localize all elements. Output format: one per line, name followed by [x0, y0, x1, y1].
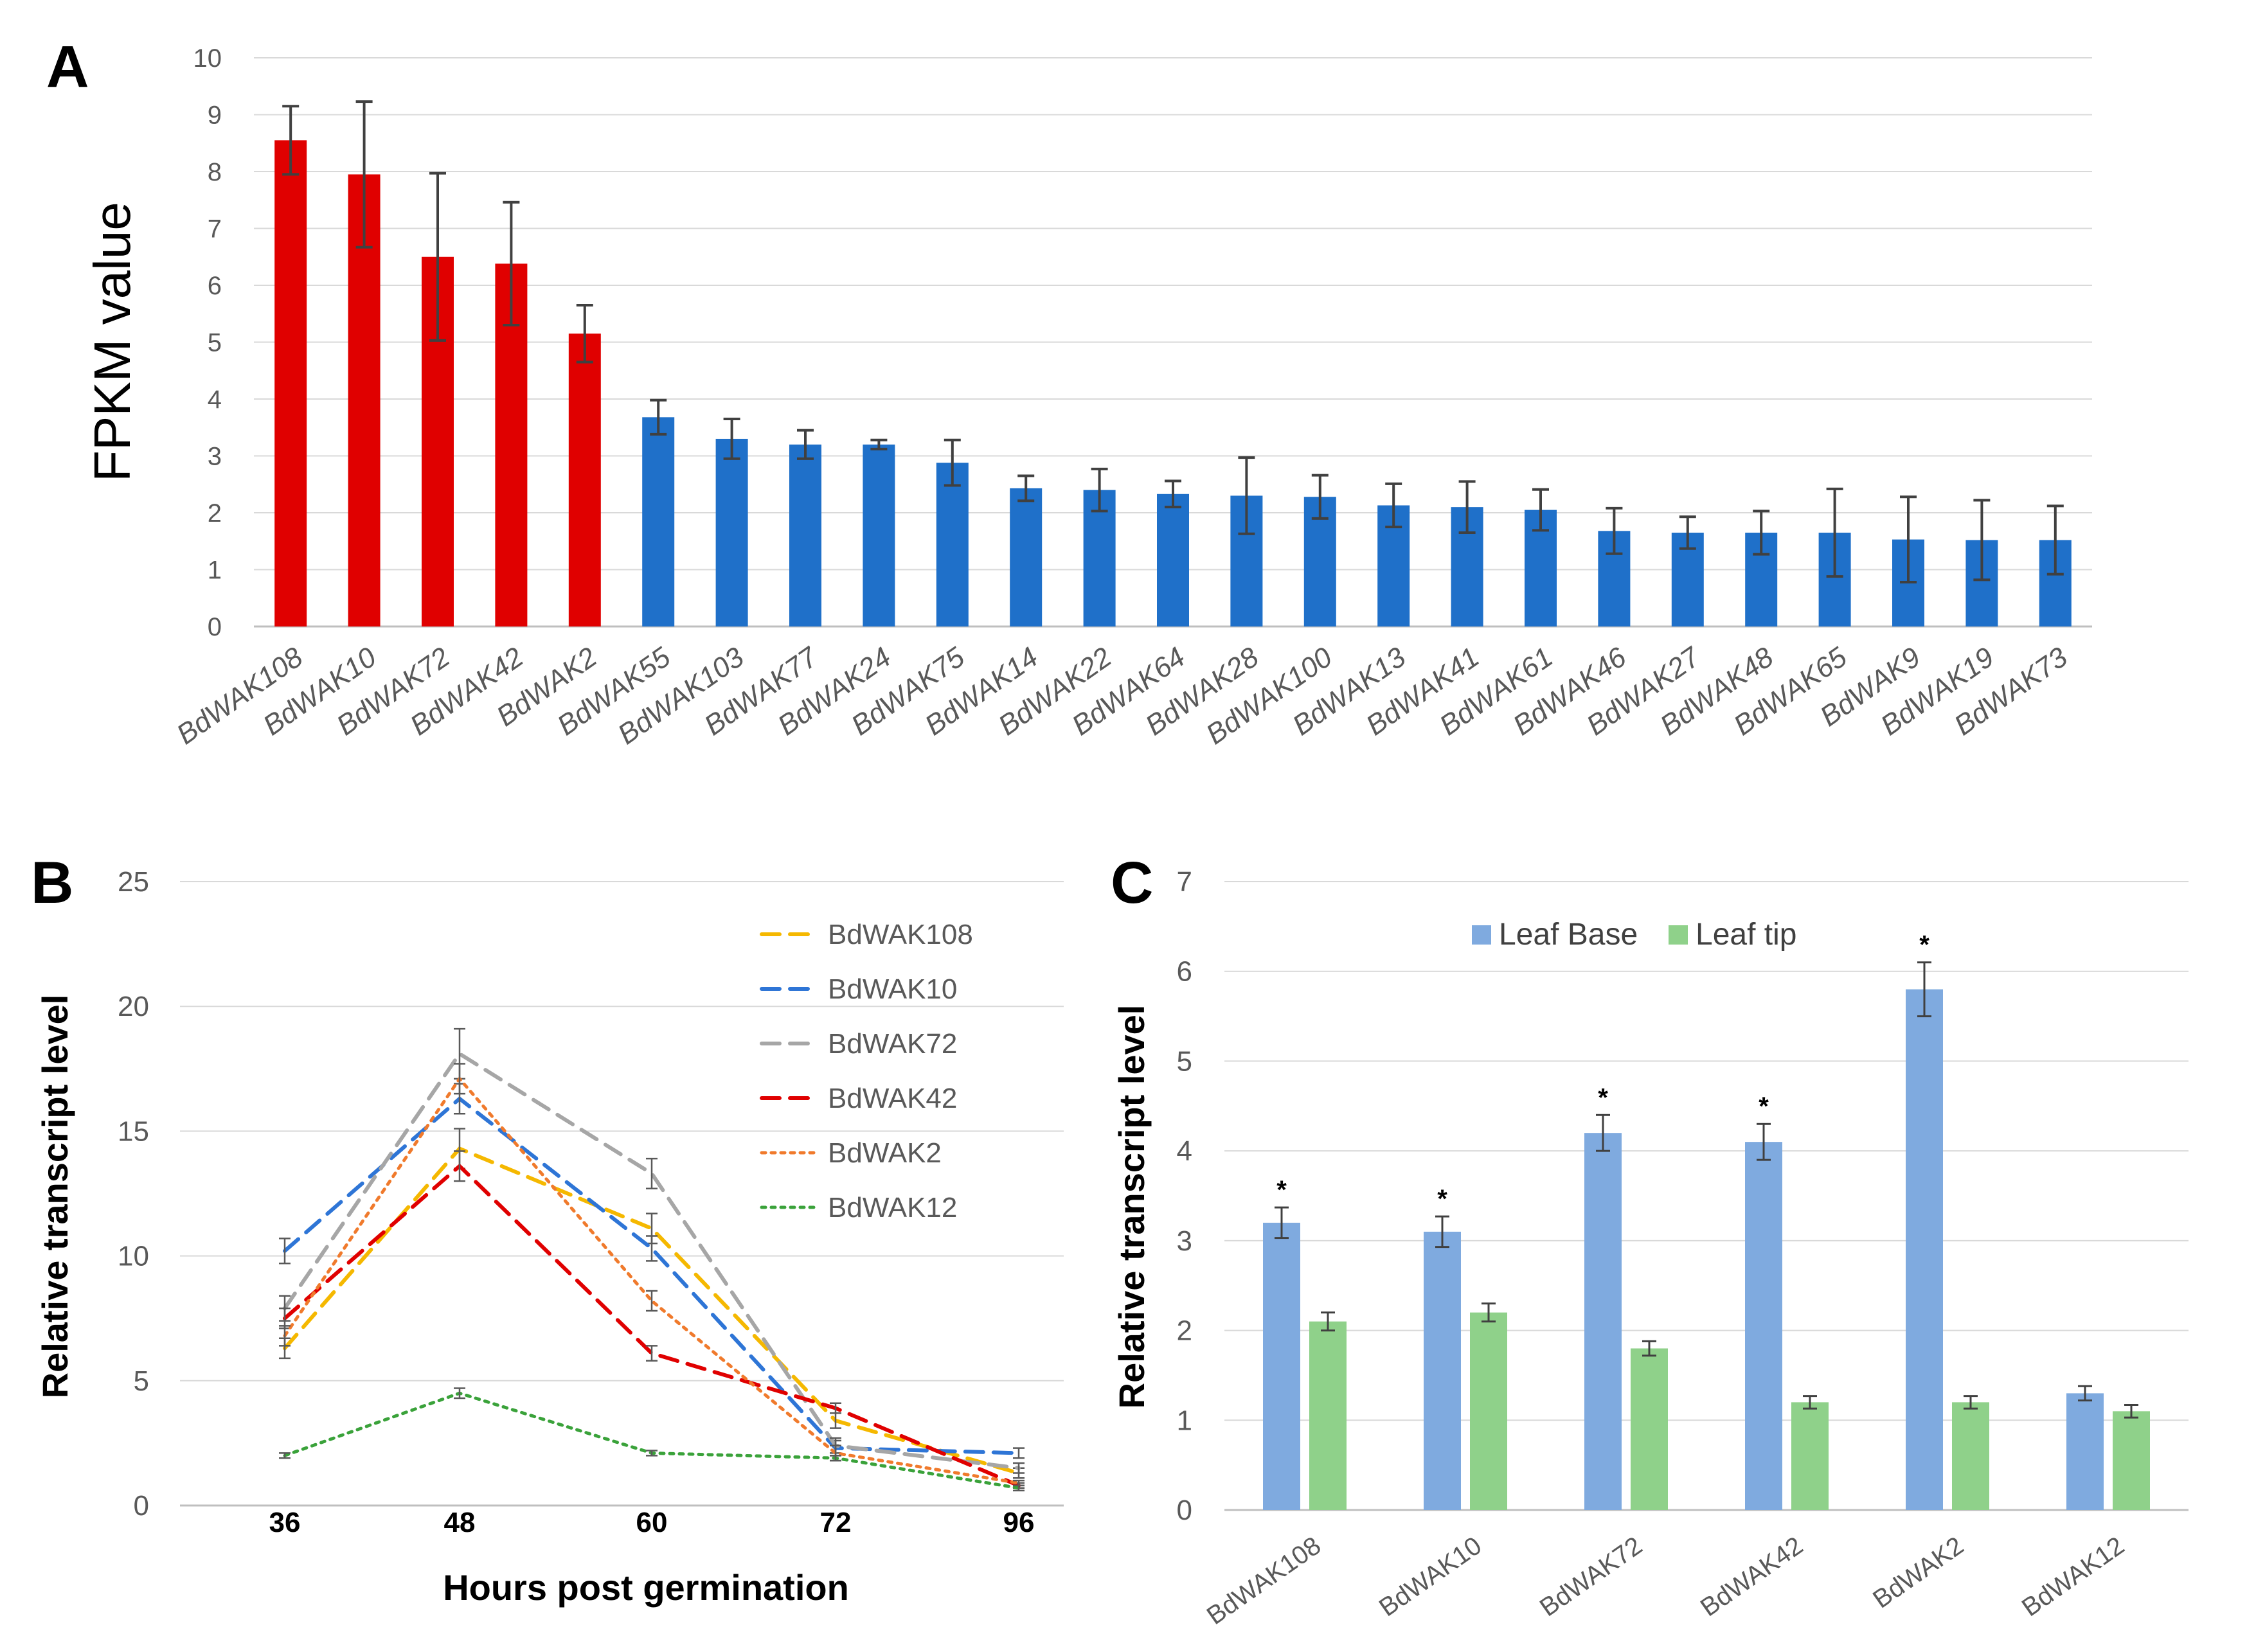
- y-axis-title: FPKM value: [84, 202, 141, 482]
- bar-leaf-base: [1906, 989, 1943, 1510]
- bar: [348, 174, 380, 626]
- y-tick-label: 4: [1177, 1135, 1192, 1167]
- y-tick-label: 8: [208, 158, 222, 186]
- legend-label: Leaf Base: [1499, 918, 1638, 952]
- panel-label-a: A: [46, 34, 89, 100]
- y-tick-label: 0: [208, 613, 222, 641]
- significance-marker: *: [1437, 1185, 1447, 1213]
- legend-label: BdWAK42: [828, 1083, 957, 1114]
- series-line-bdwak72: [283, 1051, 1021, 1470]
- y-tick-label: 6: [1177, 956, 1192, 988]
- legend-label: BdWAK12: [828, 1192, 957, 1223]
- bar: [715, 438, 748, 626]
- x-tick-label: 72: [820, 1507, 852, 1538]
- y-tick-label: 9: [208, 102, 222, 130]
- significance-marker: *: [1919, 931, 1929, 959]
- bar: [274, 140, 307, 626]
- panel-label-c: C: [1111, 850, 1153, 916]
- legend-label: BdWAK2: [828, 1137, 942, 1169]
- x-tick-label: BdWAK42: [1696, 1531, 1808, 1622]
- bar-leaf-base: [1745, 1142, 1782, 1510]
- x-tick-label: BdWAK72: [1535, 1531, 1647, 1622]
- bar-leaf-base: [1263, 1222, 1300, 1510]
- bar: [789, 444, 821, 626]
- series-line-bdwak10: [283, 1096, 1021, 1455]
- legend-swatch: [1669, 925, 1688, 945]
- y-tick-label: 1: [1177, 1405, 1192, 1436]
- x-tick-label: 48: [444, 1507, 476, 1538]
- y-tick-label: 6: [208, 272, 222, 300]
- y-tick-label: 5: [208, 329, 222, 357]
- y-tick-label: 5: [134, 1365, 149, 1397]
- y-tick-label: 5: [1177, 1045, 1192, 1077]
- y-tick-label: 2: [208, 499, 222, 528]
- x-tick-label: BdWAK10: [1374, 1531, 1487, 1622]
- panel-b-line-chart: B 0 5 10 15 20 25 36 48 60 72 96 Hours post germinat…: [31, 850, 1064, 1608]
- y-tick-label: 3: [208, 443, 222, 471]
- y-tick-label: 7: [1177, 866, 1192, 898]
- y-tick-label: 1: [208, 556, 222, 585]
- y-tick-label: 4: [208, 386, 222, 414]
- y-tick-label: 15: [118, 1115, 149, 1147]
- legend-label: BdWAK10: [828, 973, 957, 1005]
- y-tick-label: 0: [134, 1490, 149, 1522]
- panel-label-b: B: [31, 850, 73, 916]
- bar-leaf-tip: [1631, 1348, 1668, 1510]
- x-tick-label: BdWAK108: [1202, 1531, 1326, 1630]
- x-tick-label: 96: [1003, 1507, 1035, 1538]
- bar-leaf-base: [2066, 1393, 2104, 1510]
- legend-swatch: [1472, 925, 1491, 945]
- bar: [1083, 490, 1116, 626]
- x-tick-label: BdWAK2: [1868, 1531, 1969, 1613]
- bar-leaf-tip: [1309, 1321, 1347, 1510]
- legend-label: BdWAK72: [828, 1028, 957, 1060]
- bar-leaf-tip: [1791, 1402, 1829, 1510]
- series-line-bdwak2: [283, 1076, 1021, 1485]
- bar: [936, 463, 969, 626]
- bar: [642, 417, 675, 626]
- y-tick-label: 2: [1177, 1315, 1192, 1347]
- y-tick-label: 10: [118, 1241, 149, 1272]
- legend-label: BdWAK108: [828, 919, 973, 950]
- bar: [1157, 493, 1189, 626]
- x-axis-title: Hours post germination: [443, 1567, 849, 1608]
- x-tick-label: 60: [636, 1507, 668, 1538]
- bar-leaf-tip: [1470, 1312, 1507, 1510]
- y-tick-label: 7: [208, 215, 222, 244]
- bar: [568, 333, 601, 626]
- significance-marker: *: [1598, 1083, 1608, 1112]
- bar: [863, 444, 895, 626]
- x-tick-label: 36: [269, 1507, 301, 1538]
- bar-leaf-tip: [2113, 1411, 2150, 1510]
- panel-c-bar-chart: C 0 1 2 3 4 5 6 7 Relative transcript level * BdWAK…: [1111, 850, 2189, 1630]
- bar-leaf-tip: [1952, 1402, 1989, 1510]
- bar-leaf-base: [1584, 1133, 1622, 1510]
- x-tick-label: BdWAK12: [2017, 1531, 2129, 1622]
- y-axis-title: Relative transcript level: [35, 995, 75, 1399]
- significance-marker: *: [1276, 1176, 1287, 1204]
- y-axis-title: Relative transcript level: [1111, 1005, 1152, 1409]
- significance-marker: *: [1759, 1092, 1769, 1121]
- y-tick-label: 20: [118, 991, 149, 1022]
- y-tick-label: 25: [118, 866, 149, 898]
- y-tick-label: 3: [1177, 1225, 1192, 1257]
- y-tick-label: 10: [193, 44, 222, 73]
- bar: [1010, 488, 1043, 626]
- y-tick-label: 0: [1177, 1495, 1192, 1526]
- bar-leaf-base: [1424, 1231, 1461, 1510]
- legend-label: Leaf tip: [1696, 918, 1796, 952]
